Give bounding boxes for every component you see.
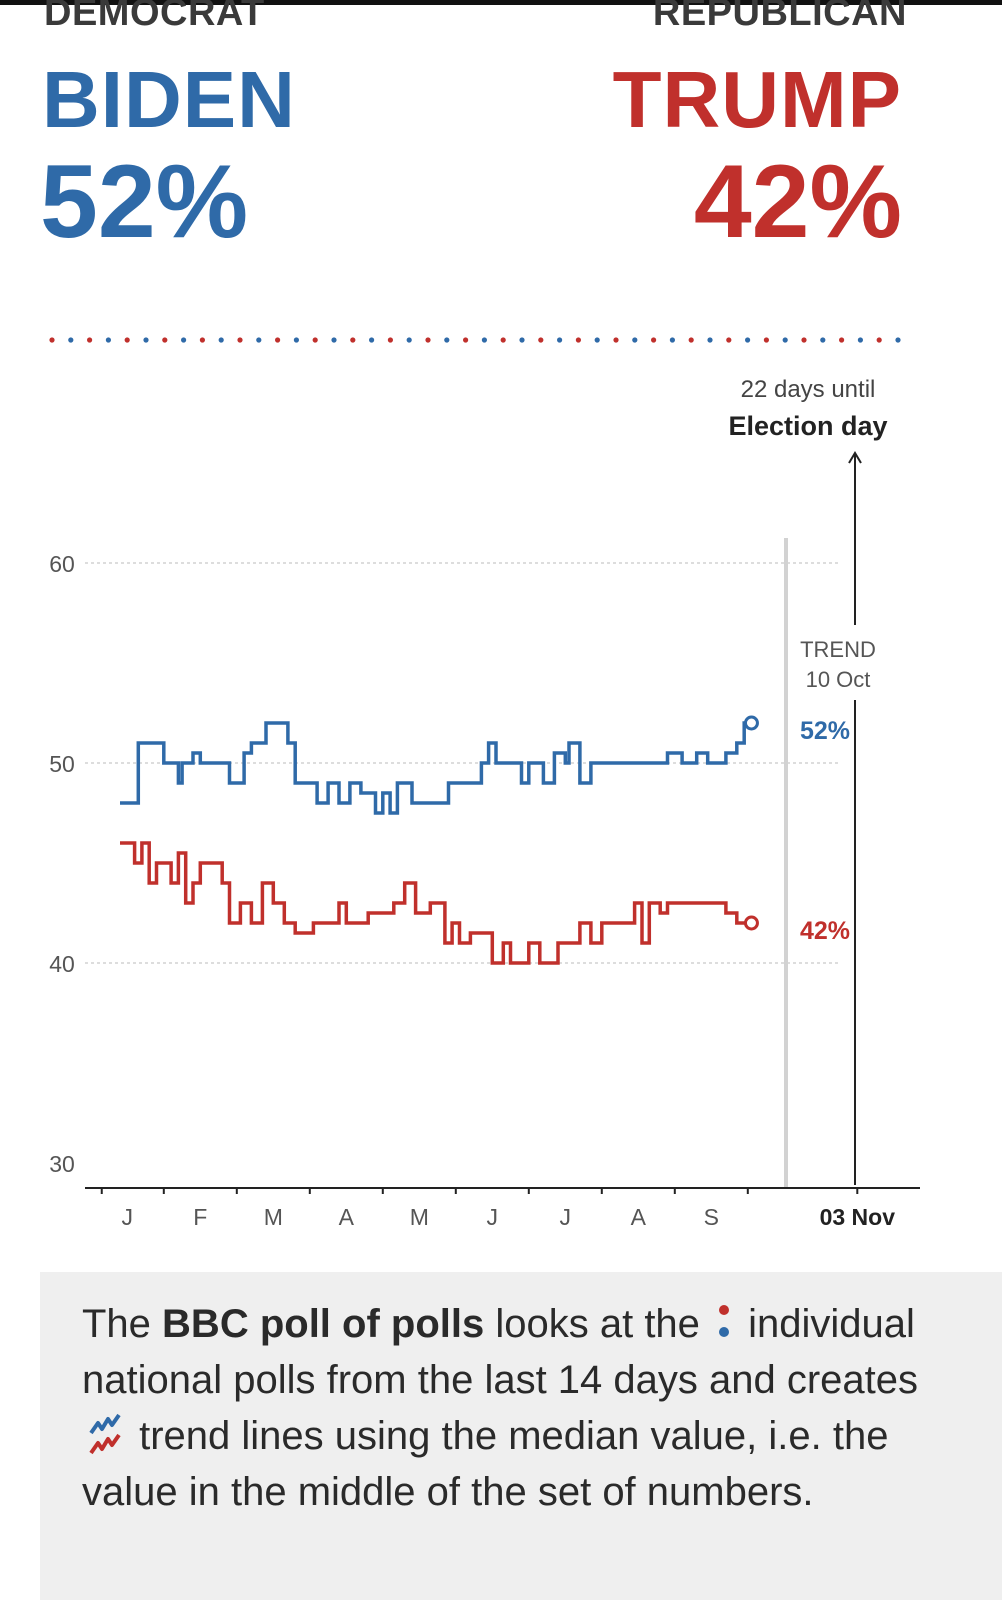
separator-dot [632,337,638,343]
separator-dot [707,337,713,343]
separator-dot [256,337,262,343]
separator-dot [237,337,243,343]
separator-dot [688,337,694,343]
series-end-marker-trump [743,915,759,931]
separator-dot [575,337,582,343]
election-note-line2: Election day [728,411,887,441]
separator-dot [218,337,224,343]
separator-dot [463,337,469,343]
series-line-biden [120,721,752,815]
explanation-panel: The BBC poll of polls looks at the indiv… [40,1272,1002,1600]
separator-dot [519,337,525,343]
separator-dot [481,337,487,343]
header-separator-dots [49,337,901,343]
separator-dot [669,337,676,343]
y-tick-label: 60 [49,551,75,577]
separator-dot [425,337,431,343]
trump-percentage: 42% [693,144,902,260]
explanation-part-b: looks at the [484,1302,712,1346]
x-tick-label: S [704,1204,719,1230]
separator-dot [49,337,55,343]
separator-dot [293,337,299,343]
separator-dot [312,337,318,343]
x-tick-label: J [122,1204,134,1230]
x-tick-label: A [339,1204,355,1230]
x-tick-label: 03 Nov [820,1204,896,1230]
democrat-party-label: DEMOCRAT [44,0,265,34]
separator-dot [745,337,751,343]
separator-dot [801,337,807,343]
election-note-line1: 22 days until [741,376,876,403]
series-end-marker-biden [743,715,759,731]
separator-dot [820,337,826,343]
trump-end-label: 42% [800,917,850,945]
explanation-part-d: trend lines using the median value, i.e.… [82,1414,889,1514]
separator-dot [105,337,111,343]
separator-dot [895,337,901,343]
trump-name: TRUMP [612,55,902,144]
y-tick-label: 30 [49,1151,75,1177]
separator-dot [143,337,149,343]
separator-dot [181,337,187,343]
separator-dot [369,337,375,343]
top-border [0,0,1002,5]
series-line-trump [120,841,752,965]
separator-dot [857,337,864,343]
separator-dot [162,337,168,343]
separator-dot [839,337,845,343]
explanation-part-c: individual national polls from the last … [82,1302,919,1402]
biden-end-label: 52% [800,717,850,745]
poll-trend-chart: 22 days until Election day 60 50 40 30 TREN… [49,337,920,1230]
x-tick-label: M [410,1204,429,1230]
separator-dot [124,337,130,343]
x-tick-label: A [631,1204,647,1230]
separator-dot [500,337,506,343]
separator-dot [199,337,205,343]
y-axis-ticks: 60 50 40 30 [49,551,75,1177]
x-tick-label: M [264,1204,283,1230]
separator-dot [763,337,770,343]
trend-lines-icon [89,1413,121,1455]
separator-dot [613,337,619,343]
separator-dot [387,337,393,343]
y-tick-label: 40 [49,951,75,977]
separator-dot [557,337,563,343]
separator-dot [594,337,600,343]
separator-dot [782,337,788,343]
separator-dot [538,337,544,343]
x-tick-label: J [560,1204,572,1230]
trend-label: TREND [800,637,876,662]
explanation-text: The BBC poll of polls looks at the indiv… [82,1296,962,1520]
separator-dot [406,337,412,343]
separator-dot [68,337,74,343]
separator-dot [87,337,93,343]
explanation-part-a: The [82,1302,163,1346]
republican-party-label: REPUBLICAN [652,0,907,34]
separator-dot [350,337,356,343]
separator-dot [876,337,882,343]
x-axis-ticks: J F M A M J J A S 03 Nov [100,1188,896,1230]
poll-of-polls-emphasis: BBC poll of polls [162,1302,485,1346]
separator-dot [444,337,450,343]
separator-dot [331,337,337,343]
poll-dots-icon [717,1303,731,1343]
y-tick-label: 50 [49,751,75,777]
biden-name: BIDEN [42,55,296,144]
series-lines [120,715,759,965]
separator-dot [726,337,732,343]
x-tick-label: J [487,1204,499,1230]
biden-percentage: 52% [40,144,249,260]
x-tick-label: F [193,1204,207,1230]
separator-dot [651,337,657,343]
separator-dot [275,337,281,343]
trend-date-label: 10 Oct [806,667,871,692]
